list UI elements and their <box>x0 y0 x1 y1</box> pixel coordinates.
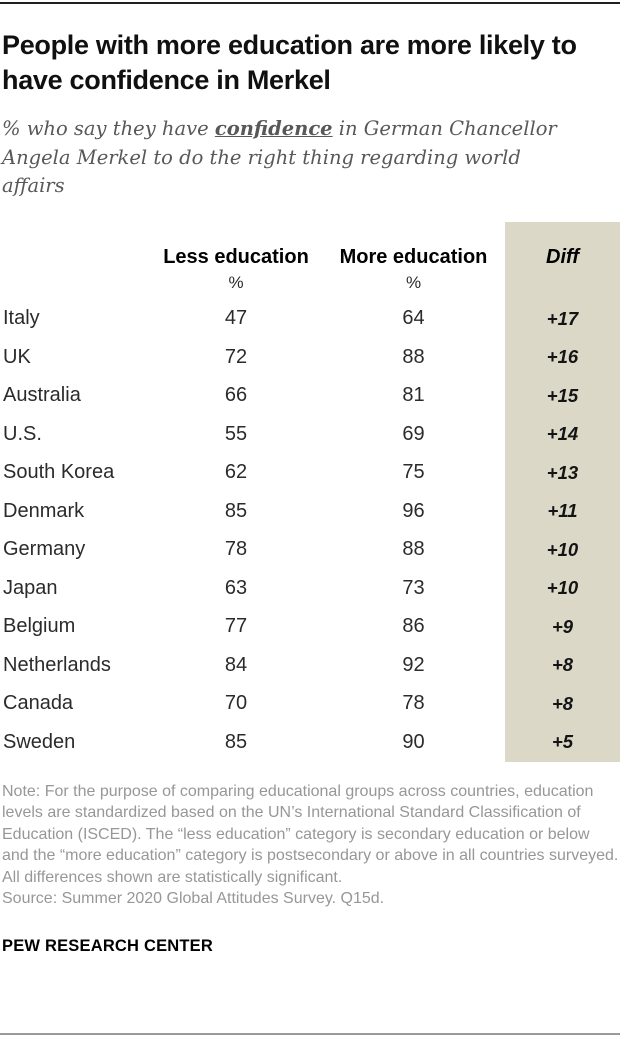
table-row: UK 72 88 +16 <box>0 338 620 377</box>
unit-cell-diff-blank <box>505 269 620 300</box>
table-row: Canada 70 78 +8 <box>0 684 620 723</box>
more-education-value: 88 <box>402 345 425 368</box>
less-education-value: 77 <box>224 615 248 638</box>
diff-value: +16 <box>505 338 620 377</box>
more-education-value: 88 <box>402 538 425 561</box>
more-education-value: 90 <box>402 730 425 753</box>
table-unit-row: % % <box>0 269 620 300</box>
more-education-value: 86 <box>402 615 425 638</box>
table-row: Germany 78 88 +10 <box>0 530 620 569</box>
less-education-value: 62 <box>224 461 248 484</box>
country-label: Germany <box>3 538 86 561</box>
more-education-value: 64 <box>402 307 425 330</box>
table-row: Denmark 85 96 +11 <box>0 492 620 531</box>
table-header-row: Less education More education Diff <box>0 221 620 270</box>
less-education-value: 55 <box>224 422 248 445</box>
less-education-value: 70 <box>224 692 248 715</box>
less-education-value: 47 <box>224 307 248 330</box>
diff-value: +9 <box>505 607 620 646</box>
diff-value: +8 <box>505 684 620 723</box>
diff-value: +5 <box>505 723 620 762</box>
table-row: Sweden 85 90 +5 <box>0 723 620 762</box>
less-education-value: 84 <box>224 653 248 676</box>
less-education-value: 66 <box>224 384 248 407</box>
column-header-diff: Diff <box>505 221 620 270</box>
education-confidence-table: Less education More education Diff % % I… <box>0 221 620 762</box>
table-row: Japan 63 73 +10 <box>0 569 620 608</box>
diff-value: +8 <box>505 646 620 685</box>
country-label: Canada <box>3 692 74 715</box>
column-header-country <box>0 222 150 270</box>
top-rule <box>0 2 620 4</box>
diff-value: +10 <box>505 530 620 569</box>
more-education-value: 78 <box>402 692 425 715</box>
brand-footer: PEW RESEARCH CENTER <box>2 936 213 955</box>
subtitle-suffix: in German Chancellor Angela Merkel to do… <box>2 117 557 197</box>
country-label: U.S. <box>3 422 42 445</box>
country-label: South Korea <box>3 461 115 484</box>
unit-label-more: % <box>405 272 422 292</box>
unit-cell-blank <box>0 270 150 300</box>
column-header-less-education: Less education <box>163 245 309 268</box>
country-label: Italy <box>3 307 40 330</box>
subtitle-emphasis: confidence <box>214 117 333 140</box>
table-row: Netherlands 84 92 +8 <box>0 646 620 685</box>
country-label: Sweden <box>3 730 76 753</box>
unit-label-less: % <box>228 272 244 292</box>
diff-value: +13 <box>505 453 620 492</box>
country-label: Australia <box>3 384 81 407</box>
more-education-value: 96 <box>402 499 425 522</box>
less-education-value: 78 <box>224 538 248 561</box>
subtitle: % who say they have confidence in German… <box>0 115 560 201</box>
page-title: People with more education are more like… <box>2 30 577 95</box>
country-label: UK <box>3 345 31 368</box>
more-education-value: 73 <box>402 576 425 599</box>
less-education-value: 85 <box>224 730 248 753</box>
source-text: Source: Summer 2020 Global Attitudes Sur… <box>2 890 385 907</box>
more-education-value: 92 <box>402 653 425 676</box>
country-label: Belgium <box>3 615 76 638</box>
note-text: Note: For the purpose of comparing educa… <box>2 782 619 886</box>
country-label: Netherlands <box>3 653 111 676</box>
diff-value: +14 <box>505 415 620 454</box>
more-education-value: 81 <box>402 384 425 407</box>
less-education-value: 85 <box>224 499 248 522</box>
less-education-value: 72 <box>224 345 248 368</box>
diff-value: +15 <box>505 376 620 415</box>
table-row: U.S. 55 69 +14 <box>0 415 620 454</box>
table-row: Australia 66 81 +15 <box>0 376 620 415</box>
country-label: Denmark <box>3 499 85 522</box>
more-education-value: 69 <box>402 422 425 445</box>
diff-value: +10 <box>505 569 620 608</box>
diff-value: +11 <box>505 492 620 531</box>
table-row: Belgium 77 86 +9 <box>0 607 620 646</box>
more-education-value: 75 <box>402 461 425 484</box>
bottom-rule <box>0 1033 620 1035</box>
column-header-more-education: More education <box>339 245 488 268</box>
table-row: Italy 47 64 +17 <box>0 299 620 338</box>
country-label: Japan <box>3 576 58 599</box>
less-education-value: 63 <box>224 576 248 599</box>
diff-value: +17 <box>505 299 620 338</box>
subtitle-prefix: % who say they have <box>2 117 215 140</box>
table-row: South Korea 62 75 +13 <box>0 453 620 492</box>
